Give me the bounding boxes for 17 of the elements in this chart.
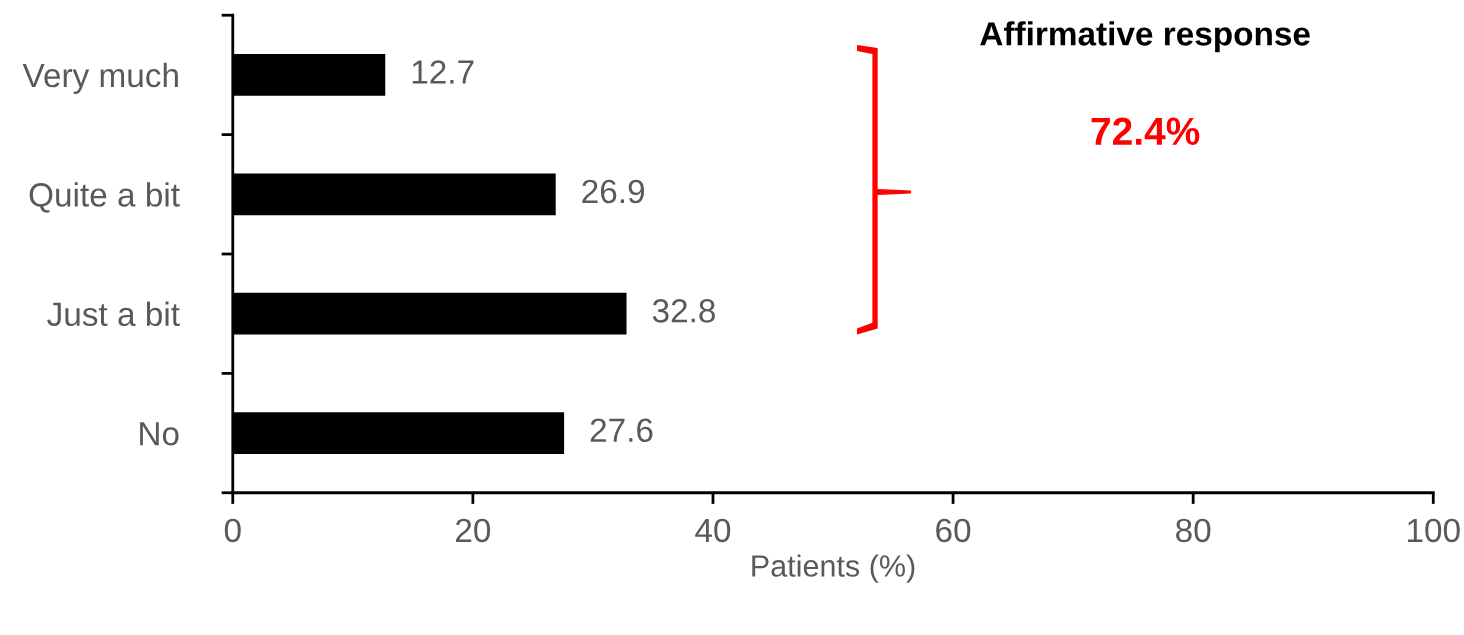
data-label: 12.7 [412, 60, 474, 84]
annotation: Affirmative response [980, 21, 1310, 53]
x-tick-label: 40 [695, 518, 731, 543]
x-tick-label: 80 [1176, 518, 1211, 543]
x-tick-label: 0 [224, 518, 241, 543]
data-label: 27.6 [590, 418, 653, 443]
x-tick-label: 100 [1407, 518, 1460, 543]
x-axis-title: Patients (%) [752, 554, 915, 583]
y-tick-label: Just a bit [47, 301, 180, 327]
y-tick-label: No [140, 422, 179, 446]
y-tick-label: Very much [22, 62, 178, 94]
x-tick-label: 60 [936, 518, 971, 543]
y-tick-label: Quite a bit [29, 182, 180, 213]
x-tick-label: 20 [456, 518, 491, 543]
annotation: 72.4% [1091, 117, 1200, 145]
data-label: 26.9 [582, 179, 644, 204]
data-label: 32.8 [652, 299, 715, 323]
